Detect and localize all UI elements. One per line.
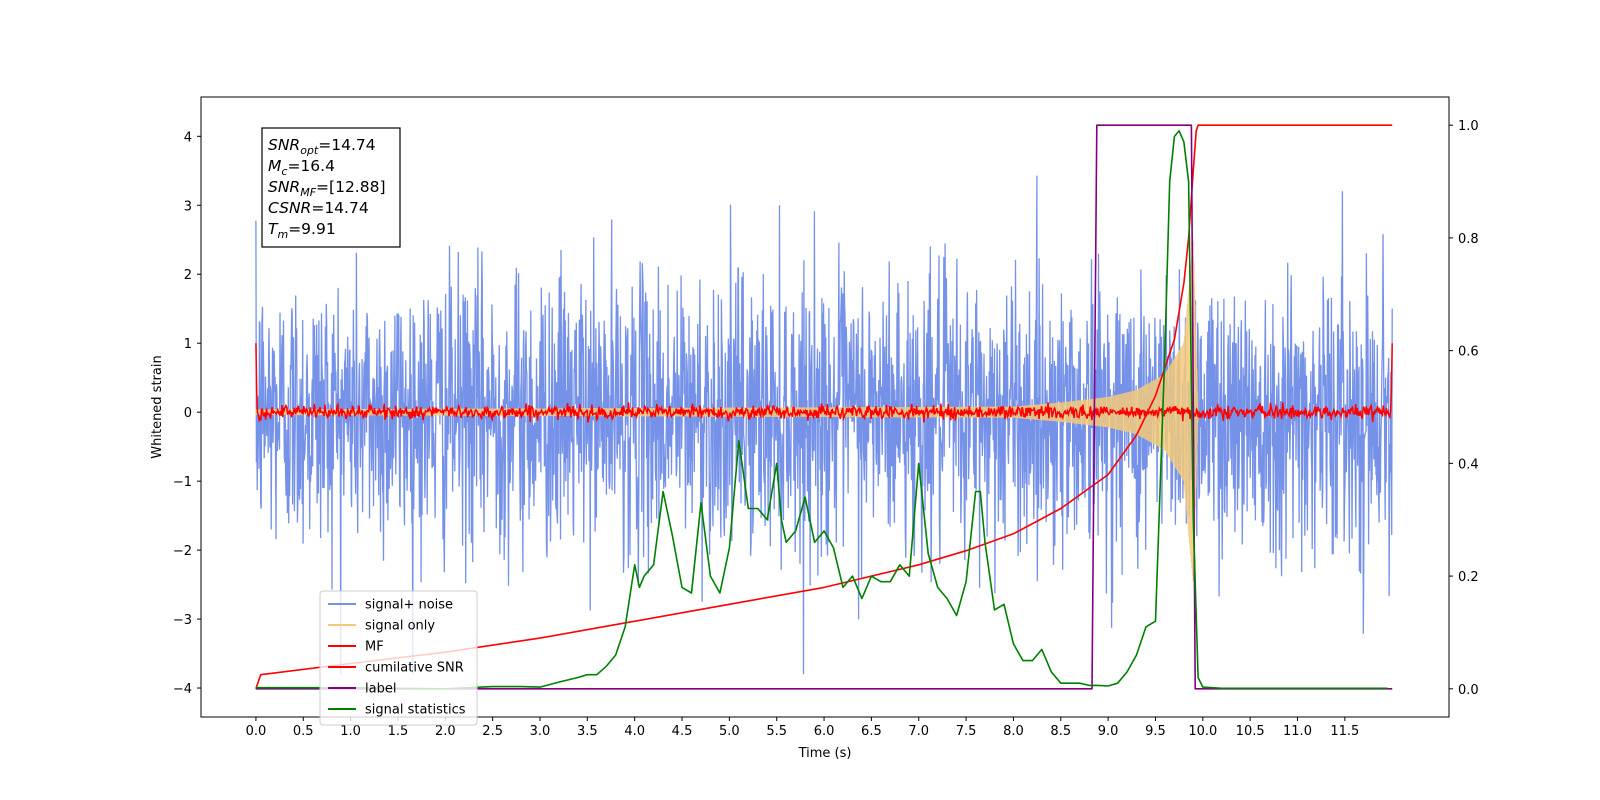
annotation-value: =14.74 (311, 199, 368, 217)
legend-label: MF (365, 640, 384, 655)
annotation-line: CSNR=14.74 (268, 199, 369, 217)
legend: signal+ noise signal only MF cumilative SNR… (319, 590, 478, 726)
annotation-value: =16.4 (287, 157, 335, 175)
annotation-symbol: M (268, 157, 281, 175)
x-tick-label: 11.0 (1283, 724, 1312, 739)
legend-label: signal only (365, 619, 435, 634)
annotation-symbol: T (268, 220, 279, 238)
x-tick-label: 6.5 (861, 724, 882, 739)
x-tick-label: 1.5 (388, 724, 409, 739)
legend-frame (319, 590, 478, 726)
annotation-line: SNRMF=[12.88] (268, 178, 386, 199)
annotation-symbol: SNR (268, 178, 300, 196)
annotation-line: SNRopt=14.74 (268, 136, 376, 157)
x-tick-label: 3.5 (577, 724, 598, 739)
x-tick-label: 9.0 (1098, 724, 1119, 739)
annotation-symbol: CSNR (268, 199, 311, 217)
x-tick-label: 10.5 (1236, 724, 1265, 739)
y2-tick-label: 0.2 (1458, 570, 1479, 585)
annotation-subscript: opt (300, 144, 319, 157)
annotation-value: =[12.88] (316, 178, 385, 196)
y-tick-label: 0 (184, 406, 192, 421)
series-signal-statistics-line (255, 130, 1388, 690)
x-tick-label: 1.0 (340, 724, 361, 739)
y-tick-label: −3 (173, 613, 192, 628)
x-tick-label: 4.5 (672, 724, 693, 739)
stats-annotation-box: SNRopt=14.74Mc=16.4SNRMF=[12.88]CSNR=14.… (261, 127, 401, 248)
x-tick-label: 10.0 (1188, 724, 1217, 739)
series-layer (255, 124, 1393, 690)
x-tick-label: 4.0 (624, 724, 645, 739)
legend-label: label (365, 682, 396, 697)
series-cumulative-snr-line (255, 124, 1393, 690)
legend-label: signal statistics (365, 703, 466, 718)
y2-tick-label: 0.4 (1458, 457, 1479, 472)
y-axis-title: Whitened strain (150, 355, 165, 458)
annotation-value: =9.91 (288, 220, 336, 238)
legend-label: cumilative SNR (365, 661, 464, 676)
annotation-line: Tm=9.91 (268, 220, 336, 241)
y-axis-right: 0.0 0.2 0.4 0.6 0.8 1.0 (1449, 119, 1479, 698)
annotation-subscript: MF (300, 186, 316, 199)
x-axis: 0.0 0.5 1.0 1.5 2.0 2.5 3.0 3.5 4.0 4.5 5.0 5.5 6.0 6… (246, 717, 1359, 739)
y-tick-label: −2 (173, 544, 192, 559)
x-tick-label: 7.0 (908, 724, 929, 739)
x-tick-label: 7.5 (956, 724, 977, 739)
x-tick-label: 0.5 (293, 724, 314, 739)
series-mf-line (255, 343, 1393, 423)
x-tick-label: 9.5 (1145, 724, 1166, 739)
y2-tick-label: 1.0 (1458, 119, 1479, 134)
annotation-value: =14.74 (318, 136, 375, 154)
annotation-symbol: SNR (268, 136, 300, 154)
annotation-line: Mc=16.4 (268, 157, 335, 178)
x-tick-label: 6.0 (814, 724, 835, 739)
x-tick-label: 11.5 (1330, 724, 1359, 739)
annotation-subscript: c (281, 165, 287, 178)
x-tick-label: 5.0 (719, 724, 740, 739)
y2-tick-label: 0.8 (1458, 232, 1479, 247)
y-tick-label: −1 (173, 475, 192, 490)
y2-tick-label: 0.6 (1458, 345, 1479, 360)
x-tick-label: 2.0 (435, 724, 456, 739)
y2-tick-label: 0.0 (1458, 683, 1479, 698)
x-tick-label: 0.0 (246, 724, 267, 739)
x-tick-label: 5.5 (766, 724, 787, 739)
x-tick-label: 3.0 (530, 724, 551, 739)
y-tick-label: 2 (184, 268, 192, 283)
y-tick-label: 4 (184, 130, 192, 145)
series-signal-noise-line (255, 175, 1393, 675)
y-tick-label: −4 (173, 682, 192, 697)
y-tick-label: 1 (184, 337, 192, 352)
annotation-frame (261, 127, 401, 248)
x-tick-label: 8.0 (1003, 724, 1024, 739)
legend-label: signal+ noise (365, 598, 453, 613)
y-axis-left: −4 −3 −2 −1 0 1 2 3 4 (173, 130, 201, 697)
x-tick-label: 8.5 (1050, 724, 1071, 739)
x-tick-label: 2.5 (482, 724, 503, 739)
x-axis-title: Time (s) (798, 746, 852, 761)
annotation-subscript: m (277, 228, 288, 241)
y-tick-label: 3 (184, 199, 192, 214)
plot-frame (200, 96, 1450, 718)
